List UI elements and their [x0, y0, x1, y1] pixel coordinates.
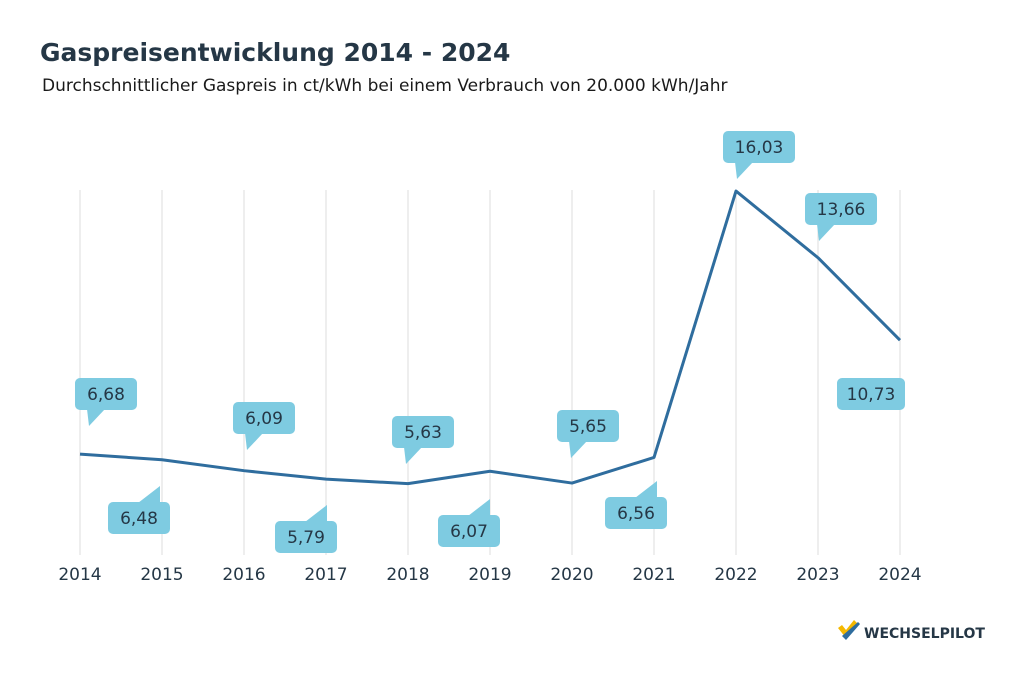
value-label: 10,73 [847, 385, 896, 405]
label-box [275, 521, 337, 553]
label-box [75, 378, 137, 410]
x-tick-label: 2014 [58, 565, 101, 585]
chart-subtitle: Durchschnittlicher Gaspreis in ct/kWh be… [42, 76, 728, 96]
logo-icon-accent [842, 622, 860, 640]
x-tick-label: 2024 [878, 565, 921, 585]
label-pointer [635, 481, 657, 498]
value-label: 6,68 [87, 385, 125, 405]
label-box [805, 193, 877, 225]
label-pointer [468, 499, 490, 516]
label-pointer [735, 162, 753, 179]
value-label: 5,63 [404, 423, 442, 443]
logo-icon [838, 620, 858, 638]
value-label: 5,79 [287, 528, 325, 548]
label-pointer [569, 441, 587, 458]
label-box [233, 402, 295, 434]
chart-title: Gaspreisentwicklung 2014 - 2024 [40, 38, 510, 67]
x-tick-label: 2019 [468, 565, 511, 585]
value-label: 13,66 [817, 200, 866, 220]
label-pointer [404, 447, 422, 464]
x-tick-label: 2021 [632, 565, 675, 585]
x-tick-label: 2023 [796, 565, 839, 585]
logo-text: WECHSELPILOT [864, 626, 985, 642]
value-label: 6,09 [245, 409, 283, 429]
label-box [723, 131, 795, 163]
label-pointer [245, 433, 263, 450]
value-label: 5,65 [569, 417, 607, 437]
value-label: 6,48 [120, 509, 158, 529]
value-label: 16,03 [735, 138, 784, 158]
data-line [79, 189, 902, 486]
x-tick-label: 2015 [140, 565, 183, 585]
x-tick-label: 2022 [714, 565, 757, 585]
logo: WECHSELPILOT [838, 620, 985, 642]
label-pointer [87, 409, 105, 426]
label-pointer [305, 505, 327, 522]
label-box [557, 410, 619, 442]
label-pointer [138, 486, 160, 503]
value-label: 6,07 [450, 522, 488, 542]
label-box [605, 497, 667, 529]
x-tick-label: 2016 [222, 565, 265, 585]
x-tick-label: 2018 [386, 565, 429, 585]
x-tick-label: 2020 [550, 565, 593, 585]
label-box [108, 502, 170, 534]
label-box [837, 378, 905, 410]
value-label: 6,56 [617, 504, 655, 524]
label-box [438, 515, 500, 547]
label-pointer [817, 224, 835, 241]
label-box [392, 416, 454, 448]
x-tick-label: 2017 [304, 565, 347, 585]
